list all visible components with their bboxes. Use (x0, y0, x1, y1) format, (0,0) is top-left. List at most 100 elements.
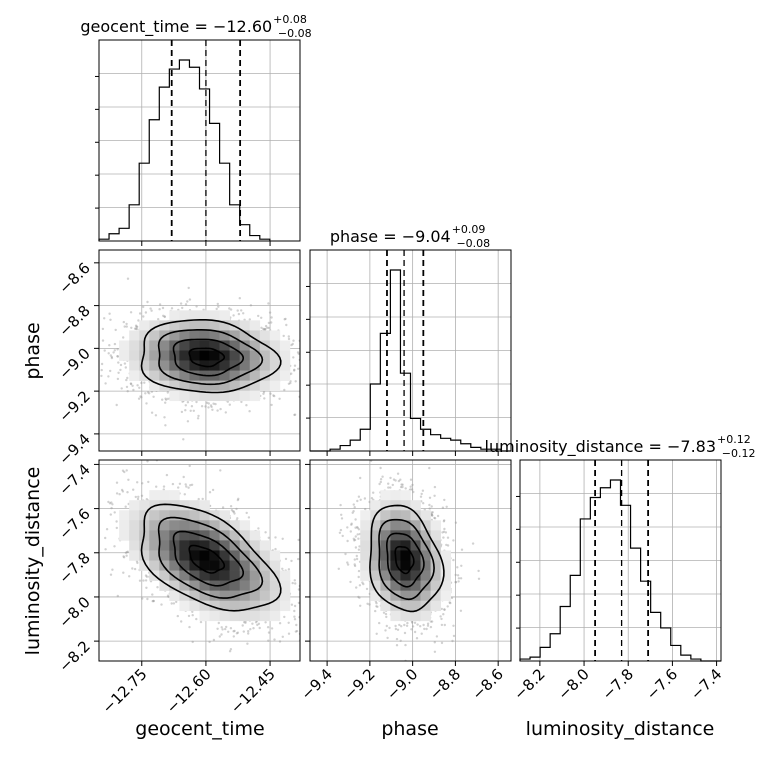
scatter-point (272, 394, 275, 397)
scatter-point (126, 491, 129, 494)
scatter-point (297, 538, 300, 542)
scatter-point (101, 339, 105, 342)
scatter-point (124, 366, 128, 369)
density-cell (199, 540, 210, 551)
density-cell (189, 600, 200, 612)
scatter-point (287, 621, 290, 624)
scatter-point (235, 632, 239, 635)
scatter-point (187, 286, 190, 290)
scatter-point (302, 559, 304, 561)
density-cell (259, 380, 271, 391)
density-cell (119, 350, 130, 361)
density-cell (209, 540, 220, 551)
density-cell (159, 360, 170, 371)
scatter-point (116, 355, 119, 358)
scatter-point (264, 328, 267, 331)
density-cell (249, 590, 261, 601)
scatter-point (284, 557, 288, 561)
density-cell (199, 350, 210, 361)
scatter-point (228, 307, 231, 310)
scatter-point (110, 506, 113, 510)
density-cell (269, 380, 281, 391)
scatter-point (117, 371, 120, 374)
contour-line (172, 530, 244, 587)
scatter-point (190, 405, 194, 408)
scatter-point (145, 402, 148, 405)
density-cell (169, 360, 180, 371)
scatter-point (230, 509, 234, 512)
scatter-point (129, 382, 133, 386)
density-cell (249, 360, 261, 371)
scatter-point (270, 321, 273, 324)
scatter-point (312, 377, 314, 379)
scatter-point (257, 314, 260, 318)
scatter-point (137, 397, 141, 400)
scatter-point (293, 609, 296, 613)
scatter-point (294, 630, 298, 633)
density-cell (159, 490, 170, 501)
contour-line (172, 338, 244, 377)
scatter-point (274, 547, 277, 551)
scatter-point (229, 648, 233, 651)
scatter-point (215, 307, 218, 311)
scatter-point (170, 307, 174, 310)
scatter-point (146, 391, 150, 394)
scatter-point (249, 304, 253, 307)
density-cell (189, 310, 200, 321)
scatter-point (233, 512, 236, 515)
grid-lines (310, 249, 511, 451)
scatter-point (221, 628, 224, 631)
density-cell (129, 340, 140, 351)
scatter-point (140, 381, 143, 385)
scatter-point (281, 537, 284, 540)
scatter-point (219, 407, 222, 411)
scatter-point (285, 323, 288, 327)
scatter-point (136, 325, 139, 329)
scatter-point (212, 638, 216, 642)
scatter-point (121, 490, 125, 493)
density-cell (119, 510, 130, 521)
scatter-point (86, 323, 88, 325)
density-cell (189, 550, 200, 561)
scatter-point (391, 483, 394, 487)
scatter-point (115, 520, 118, 523)
density-cell (159, 560, 170, 571)
density-cell (239, 520, 251, 531)
scatter-point (247, 632, 250, 635)
density-cell (179, 570, 190, 581)
scatter-point (346, 539, 349, 543)
scatter-point (195, 617, 198, 621)
scatter-point (290, 559, 293, 563)
density-cell (249, 580, 261, 591)
scatter-point (166, 391, 169, 394)
density-cell (169, 380, 180, 391)
scatter-point (290, 372, 293, 375)
density-cell (219, 370, 230, 381)
scatter-point (267, 639, 270, 642)
density-cell (189, 520, 200, 531)
density-cell (199, 320, 210, 331)
scatter-point (273, 394, 276, 398)
density-cell (159, 510, 170, 521)
scatter-point (264, 327, 267, 331)
scatter-point (386, 636, 389, 640)
density-cell (149, 520, 160, 531)
contour-line (140, 503, 282, 612)
scatter-point (257, 527, 260, 530)
scatter-point (205, 401, 209, 404)
scatter-point (399, 478, 402, 481)
density-cell (179, 550, 190, 561)
scatter-point (146, 597, 149, 601)
scatter-point (134, 327, 138, 330)
scatter-point (95, 378, 97, 380)
density-cell (229, 610, 240, 622)
density-cell (259, 590, 271, 601)
scatter-point (295, 629, 299, 633)
density-cell (139, 500, 150, 511)
density-cell (219, 600, 230, 612)
scatter-point (122, 571, 125, 574)
density-cell (259, 610, 271, 622)
scatter-point (322, 588, 324, 590)
density-cell (249, 570, 261, 581)
density-cell (209, 550, 220, 561)
